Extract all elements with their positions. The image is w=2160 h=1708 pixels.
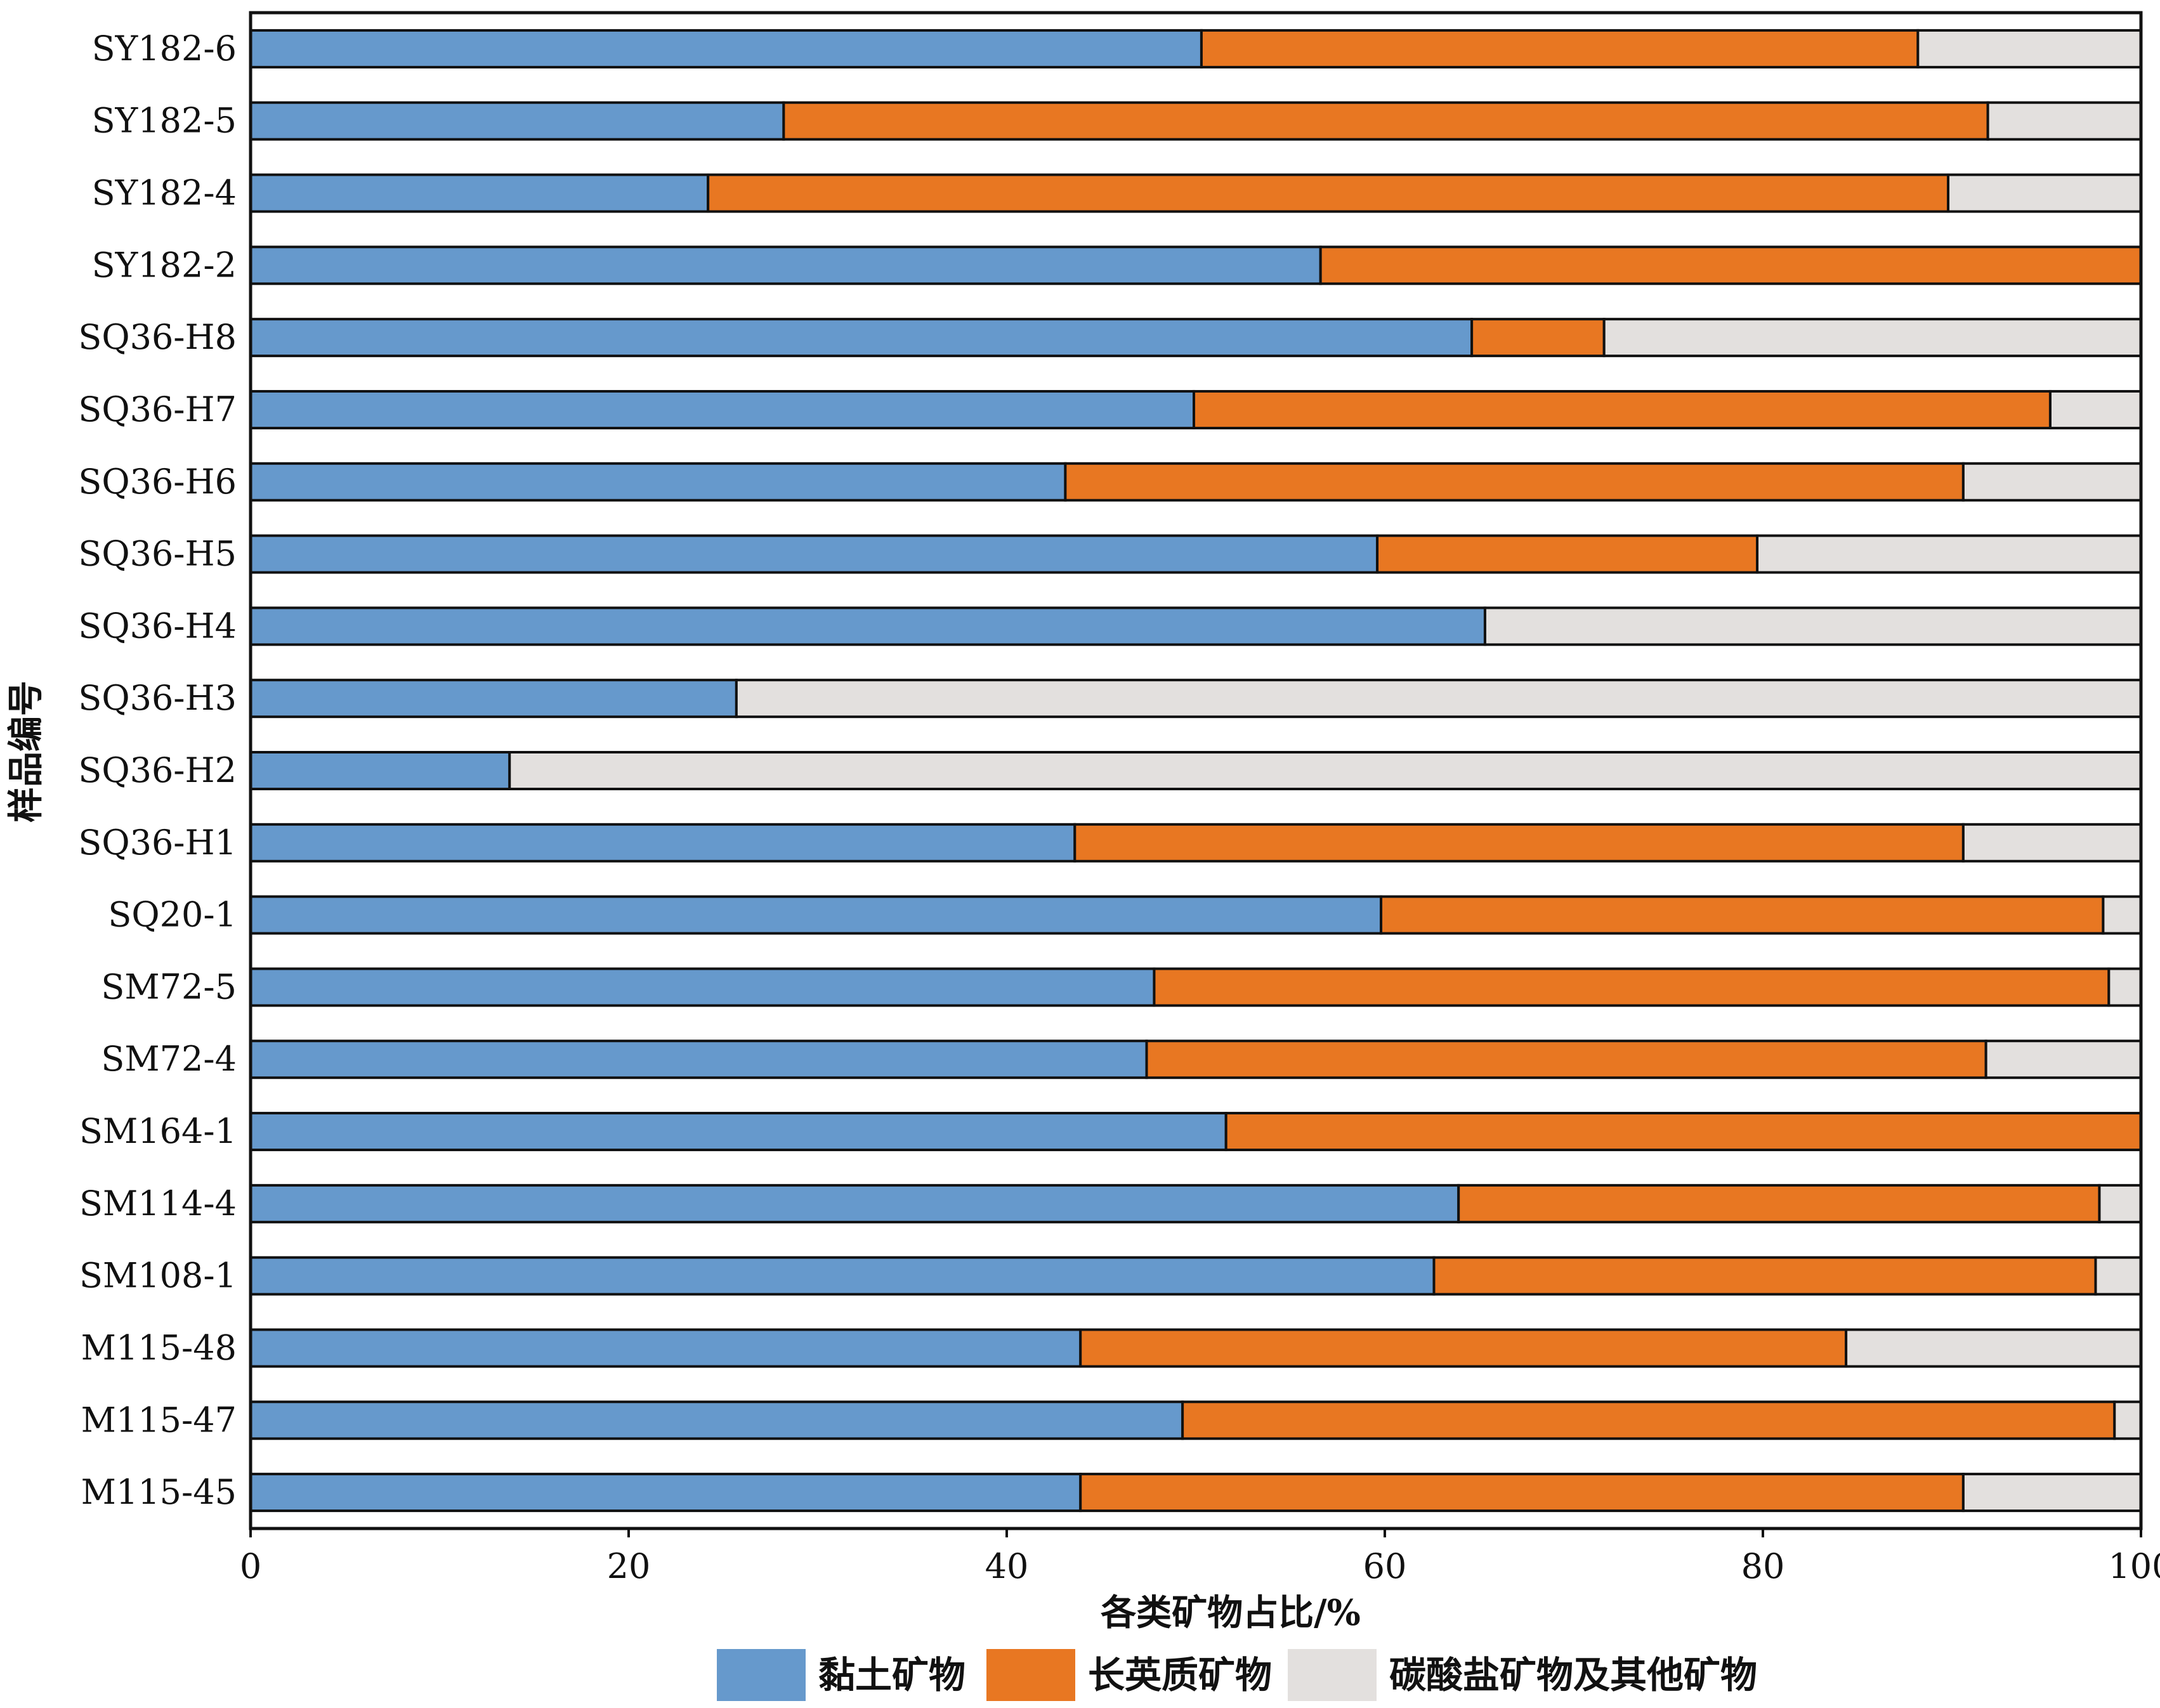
category-label: SQ20-1 [108, 895, 237, 935]
category-label: SQ36-H3 [78, 678, 237, 718]
category-label: SQ36-H1 [78, 823, 237, 863]
bar-segment-SQ36-H6-1 [249, 462, 1067, 502]
bar-segment-M115-45-1 [249, 1473, 1082, 1513]
bar-segment-SY182-2-2 [1319, 245, 2142, 285]
category-label: SY182-4 [92, 173, 237, 213]
bar-segment-SQ36-H2-1 [249, 751, 511, 790]
bar-segment-SY182-4-3 [1947, 173, 2143, 213]
bar-segment-M115-47-3 [2113, 1400, 2143, 1440]
category-label: SY182-2 [92, 245, 237, 285]
bar-segment-SM114-4-2 [1457, 1183, 2101, 1223]
bar-segment-SM72-5-1 [249, 967, 1156, 1007]
bar-segment-M115-45-2 [1079, 1473, 1965, 1513]
bar-segment-SQ36-H4-1 [249, 606, 1486, 646]
legend: 黏土矿物 长英质矿物 碳酸盐矿物及其他矿物 [717, 1649, 1757, 1701]
bar-segment-SQ36-H6-2 [1064, 462, 1965, 502]
category-label: SQ36-H2 [78, 750, 237, 790]
bar-segment-SY182-4-2 [707, 173, 1950, 213]
bar-segment-M115-45-3 [1961, 1473, 2142, 1513]
category-label: SY182-6 [92, 29, 237, 68]
bar-segment-SY182-2-1 [249, 245, 1322, 285]
legend-label-2: 长英质矿物 [1088, 1653, 1272, 1697]
bar-segment-M115-48-2 [1079, 1328, 1848, 1368]
y-axis-tick-labels: SY182-6 SY182-5 SY182-4 SY182-2 SQ36-H8 SQ36-… [78, 29, 237, 1512]
legend-swatch-1 [717, 1649, 806, 1701]
bar-segment-SQ36-H3-3 [735, 679, 2142, 719]
bar-segment-SQ36-H7-2 [1193, 389, 2052, 429]
bar-segment-SQ20-1-3 [2102, 895, 2142, 935]
legend-swatch-2 [986, 1649, 1075, 1701]
bar-segment-SQ36-H8-3 [1602, 318, 2142, 358]
bar-segment-SY182-4-1 [249, 173, 710, 213]
bar-segment-SM164-1-1 [249, 1112, 1227, 1152]
x-tick-label: 100 [2108, 1546, 2160, 1586]
bar-segment-SY182-6-1 [249, 29, 1203, 68]
bar-segment-SY182-5-2 [782, 101, 1989, 141]
bar-segment-SQ20-1-1 [249, 895, 1383, 935]
y-axis-title: 样品编号 [5, 681, 47, 823]
x-tick-label: 20 [607, 1546, 651, 1586]
bar-segment-SQ36-H6-3 [1961, 462, 2142, 502]
bar-segment-SM114-4-3 [2098, 1183, 2142, 1223]
legend-label-1: 黏土矿物 [818, 1653, 965, 1697]
category-label: SQ36-H8 [78, 317, 237, 357]
category-label: SQ36-H4 [78, 606, 237, 646]
category-label: SM72-4 [101, 1039, 237, 1079]
category-label: SQ36-H5 [78, 534, 237, 574]
bar-segment-M115-48-1 [249, 1328, 1082, 1368]
bar-segment-SM72-4-3 [1984, 1040, 2142, 1079]
bar-segment-SM114-4-1 [249, 1183, 1460, 1223]
bar-segment-SQ36-H5-1 [249, 534, 1379, 574]
category-label: M115-45 [81, 1472, 237, 1512]
bar-segment-SQ36-H4-3 [1483, 606, 2142, 646]
bar-segment-SQ36-H2-3 [508, 751, 2142, 790]
x-tick-label: 40 [985, 1546, 1029, 1586]
category-label: SM114-4 [79, 1183, 237, 1223]
bar-segment-SM108-1-2 [1432, 1256, 2097, 1296]
bar-segment-SQ36-H3-1 [249, 679, 738, 719]
category-label: SQ36-H6 [78, 462, 237, 502]
bar-segment-SY182-5-3 [1986, 101, 2143, 141]
bar-segment-SQ36-H7-1 [249, 389, 1196, 429]
x-axis: 0 20 40 60 80 100 [240, 11, 2160, 1586]
bar-segment-SQ36-H1-3 [1961, 823, 2142, 863]
bar-segment-SM72-4-1 [249, 1040, 1148, 1079]
bar-segment-M115-47-1 [249, 1400, 1184, 1440]
legend-swatch-3 [1288, 1649, 1377, 1701]
bar-segment-SM72-4-2 [1145, 1040, 1987, 1079]
bar-segment-SQ36-H5-2 [1376, 534, 1759, 574]
bar-segment-SY182-5-1 [249, 101, 785, 141]
bar-segment-SQ36-H1-2 [1073, 823, 1965, 863]
bar-segment-SQ36-H5-3 [1756, 534, 2143, 574]
category-label: SM164-1 [79, 1111, 237, 1151]
bar-segment-SM108-1-3 [2094, 1256, 2142, 1296]
category-label: SM72-5 [101, 967, 237, 1007]
bar-segment-SQ36-H1-1 [249, 823, 1077, 863]
bar-segment-M115-48-3 [1845, 1328, 2143, 1368]
bar-segment-SM72-5-3 [2107, 967, 2143, 1007]
bar-segment-SQ36-H7-3 [2048, 389, 2142, 429]
plot-frame [249, 11, 2143, 1530]
bar-segment-SM108-1-1 [249, 1256, 1436, 1296]
plot-area [249, 29, 2143, 1513]
bar-segment-SQ20-1-2 [1380, 895, 2105, 935]
category-label: M115-48 [81, 1327, 237, 1367]
category-label: SQ36-H7 [78, 389, 237, 429]
bar-segment-SY182-6-3 [1916, 29, 2143, 68]
category-label: SY182-5 [92, 101, 237, 141]
bar-segment-SM72-5-2 [1153, 967, 2111, 1007]
bar-segment-SQ36-H8-2 [1470, 318, 1606, 358]
x-tick-label: 80 [1741, 1546, 1785, 1586]
category-label: SM108-1 [79, 1256, 237, 1296]
bar-segment-SM164-1-2 [1224, 1112, 2142, 1152]
x-axis-title: 各类矿物占比/% [1101, 1592, 1361, 1634]
category-label: M115-47 [81, 1400, 237, 1440]
x-tick-label: 60 [1363, 1546, 1407, 1586]
bar-segment-SY182-6-2 [1200, 29, 1920, 68]
x-tick-label: 0 [240, 1546, 261, 1586]
legend-label-3: 碳酸盐矿物及其他矿物 [1389, 1653, 1757, 1697]
bar-segment-M115-47-2 [1181, 1400, 2116, 1440]
bar-segment-SQ36-H8-1 [249, 318, 1474, 358]
